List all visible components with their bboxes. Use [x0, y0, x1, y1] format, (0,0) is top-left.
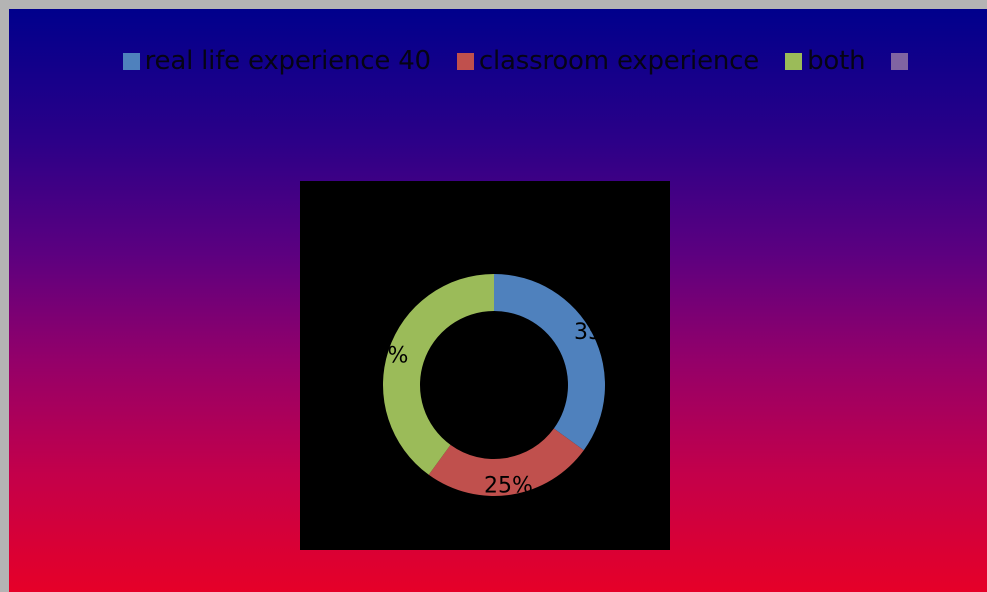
slice-real-life-experience — [494, 274, 605, 451]
legend-item-classroom-experience: classroom experience — [456, 46, 760, 76]
legend-label: both — [807, 46, 866, 76]
legend-swatch-blue — [122, 52, 140, 70]
data-label-classroom-experience: 25% — [484, 473, 533, 498]
legend-swatch-red — [456, 52, 474, 70]
slice-both — [383, 274, 494, 475]
legend-label: classroom experience — [478, 46, 760, 76]
donut-chart: 35% 25% 40% — [360, 274, 623, 498]
data-label-both: 40% — [360, 343, 409, 368]
data-label-real-life-experience: 35% — [574, 320, 623, 345]
legend-item-unlabeled — [891, 52, 913, 70]
legend-item-real-life-experience: real life experience 40 — [122, 46, 431, 76]
slice-classroom-experience — [428, 428, 584, 496]
legend-swatch-purple — [891, 52, 909, 70]
legend-label: real life experience 40 — [144, 46, 431, 76]
chart-legend: real life experience 40 classroom experi… — [9, 41, 987, 81]
legend-item-both: both — [785, 46, 866, 76]
plot-area: 35% 25% 40% — [300, 181, 670, 550]
legend-swatch-green — [785, 52, 803, 70]
